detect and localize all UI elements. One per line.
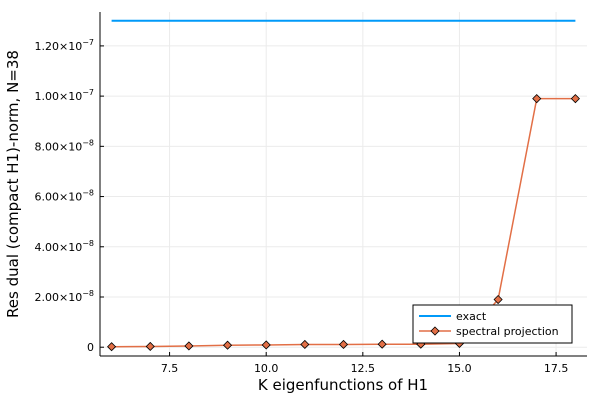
y-tick-label: 6.00×10−8 [34, 189, 94, 204]
y-tick-label: 0 [87, 341, 94, 354]
legend-label-exact: exact [456, 310, 487, 323]
data-point-diamond [493, 294, 503, 305]
x-tick-label: 12.5 [351, 362, 376, 375]
axes [99, 12, 587, 357]
data-point-diamond [107, 342, 117, 352]
x-axis-title: K eigenfunctions of H1 [258, 376, 428, 394]
y-axis-title: Res dual (compact H1)-norm, N=38 [4, 50, 22, 318]
x-tick-label: 7.5 [161, 362, 179, 375]
data-point-diamond [532, 94, 542, 104]
y-tick-label: 1.20×10−7 [34, 38, 94, 53]
data-point-diamond [300, 339, 310, 350]
legend-marker-diamond [430, 326, 440, 336]
x-tick-label: 15.0 [447, 362, 472, 375]
legend-label-spectral-projection: spectral projection [456, 325, 559, 338]
series [107, 19, 580, 352]
y-tick-label: 4.00×10−8 [34, 239, 94, 254]
y-tick-label: 8.00×10−8 [34, 138, 94, 153]
data-point-diamond [184, 341, 194, 351]
data-point-diamond [261, 340, 271, 350]
y-ticks: 0 2.00×10−8 4.00×10−8 6.00×10−8 8.00×10−8 1.0… [34, 38, 104, 354]
legend: exact spectral projection [412, 304, 573, 344]
data-point-diamond [570, 94, 580, 104]
grid [100, 12, 587, 356]
x-ticks: 7.5 10.0 12.5 15.0 17.5 [161, 352, 569, 375]
y-tick-label: 1.00×10−7 [34, 88, 94, 103]
data-point-diamond [338, 339, 349, 350]
data-point-diamond [145, 341, 155, 352]
data-point-diamond [222, 340, 233, 350]
data-point-diamond [377, 339, 387, 349]
y-tick-label: 2.00×10−8 [34, 289, 94, 304]
x-tick-label: 17.5 [544, 362, 569, 375]
legend-box [412, 304, 573, 344]
x-tick-label: 10.0 [254, 362, 279, 375]
